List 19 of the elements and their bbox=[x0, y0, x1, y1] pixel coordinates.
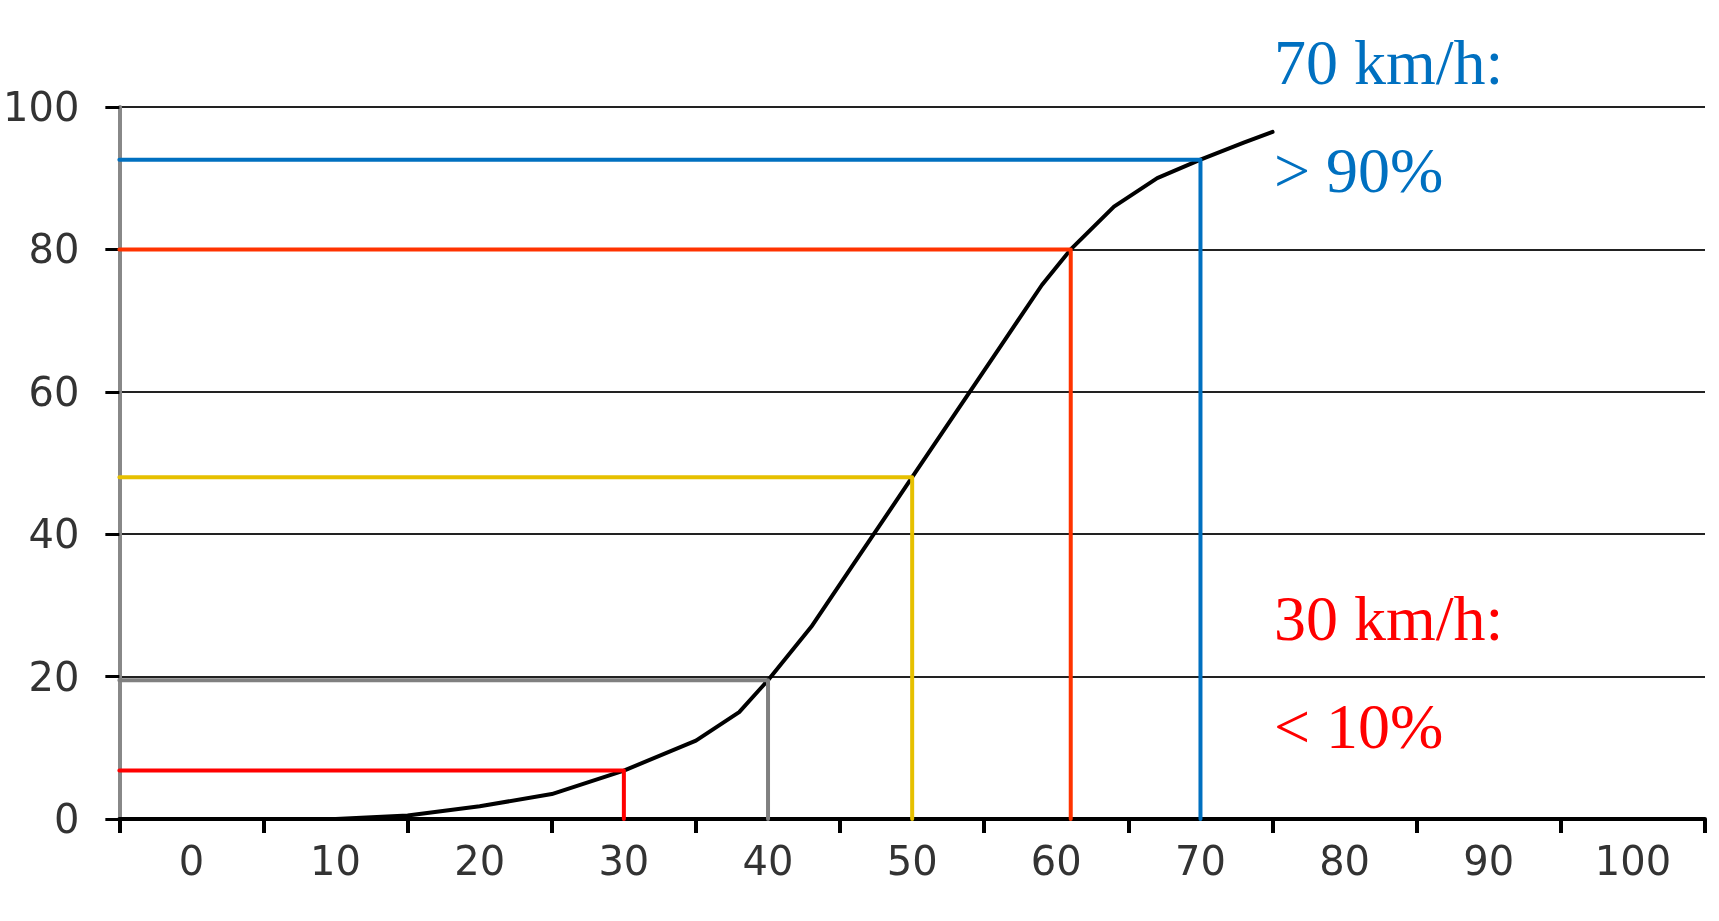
x-tick-label: 0 bbox=[178, 838, 205, 884]
x-tick-label: 70 bbox=[1175, 838, 1226, 884]
x-tick-label: 10 bbox=[310, 838, 362, 884]
annotation: 70 km/h: > 90% bbox=[1274, 26, 1504, 206]
x-tick-label: 80 bbox=[1319, 838, 1371, 884]
x-tick-label: 100 bbox=[1594, 838, 1672, 884]
y-tick-label: 80 bbox=[28, 226, 80, 273]
x-tick-label: 90 bbox=[1463, 838, 1515, 884]
y-tick-label: 60 bbox=[28, 368, 80, 415]
annotation: 30 km/h: < 10% bbox=[1274, 582, 1504, 762]
x-tick-label: 40 bbox=[742, 838, 794, 884]
x-tick-label: 60 bbox=[1030, 838, 1082, 884]
x-tick-label: 50 bbox=[886, 838, 938, 884]
y-tick-label: 20 bbox=[28, 653, 80, 700]
y-tick-label: 0 bbox=[53, 796, 80, 842]
y-tick-label: 100 bbox=[2, 84, 80, 130]
y-tick-label: 40 bbox=[28, 511, 80, 558]
x-tick-label: 20 bbox=[454, 838, 506, 884]
x-tick-label: 30 bbox=[598, 838, 650, 884]
